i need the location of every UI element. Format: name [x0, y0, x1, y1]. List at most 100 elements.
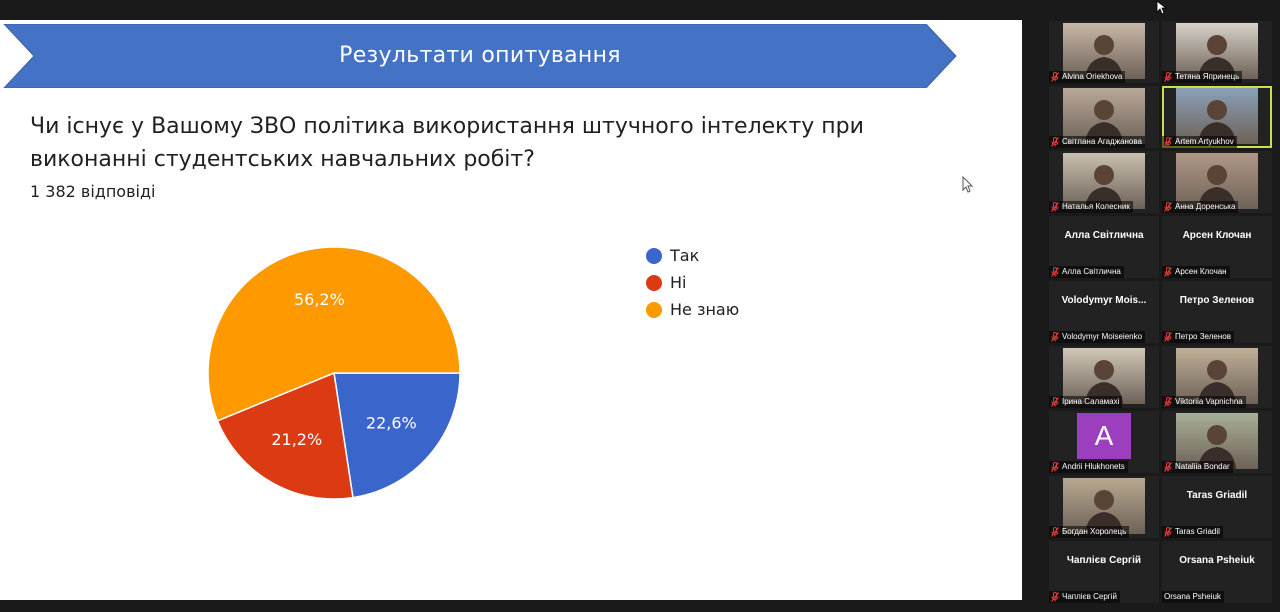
muted-mic-icon: [1164, 72, 1172, 82]
participant-name: Чаплієв Сергій: [1062, 592, 1117, 601]
muted-mic-icon: [1051, 462, 1059, 472]
muted-mic-icon: [1051, 72, 1059, 82]
participant-tile[interactable]: Арсен Клочан Арсен Клочан: [1162, 216, 1272, 278]
participant-name: Taras Griadil: [1175, 527, 1220, 536]
participant-name-caption: Богдан Хоролець: [1049, 526, 1130, 538]
participant-name: Orsana Psheiuk: [1164, 592, 1221, 601]
legend-item: Не знаю: [646, 296, 739, 323]
muted-mic-icon: [1164, 267, 1172, 277]
shared-slide: Результати опитування Чи існує у Вашому …: [0, 20, 1022, 600]
pie-slice-2: [216, 371, 354, 500]
participant-tile[interactable]: A Andrii Hlukhonets: [1049, 411, 1159, 473]
participant-video: [1176, 153, 1258, 209]
participant-tile[interactable]: Nataliia Bondar: [1162, 411, 1272, 473]
muted-mic-icon: [1164, 462, 1172, 472]
participant-display-name: Алла Світлична: [1064, 230, 1144, 241]
participant-name-caption: Тетяна Япринець: [1162, 71, 1243, 83]
participant-display-name: Taras Griadil: [1186, 490, 1248, 501]
participant-name: Alvina Oriekhova: [1062, 72, 1123, 81]
participant-name-caption: Арсен Клочан: [1162, 266, 1230, 278]
legend-label: Не знаю: [670, 300, 740, 319]
participant-tile[interactable]: Volodymyr Mois... Volodymyr Moiseienko: [1049, 281, 1159, 343]
muted-mic-icon: [1051, 592, 1059, 602]
participant-tile[interactable]: Петро Зеленов Петро Зеленов: [1162, 281, 1272, 343]
participant-video: [1176, 23, 1258, 79]
participant-name-caption: Nataliia Bondar: [1162, 461, 1233, 473]
participant-name: Volodymyr Moiseienko: [1062, 332, 1143, 341]
slide-title: Результати опитування: [339, 43, 621, 68]
muted-mic-icon: [1051, 527, 1059, 537]
survey-question: Чи існує у Вашому ЗВО політика використа…: [30, 114, 864, 172]
mouse-cursor-icon: [1156, 0, 1168, 15]
participant-tile[interactable]: Orsana Psheiuk Orsana Psheiuk: [1162, 541, 1272, 603]
mouse-cursor-icon: [962, 176, 974, 193]
legend-swatch: [646, 247, 662, 264]
muted-mic-icon: [1164, 137, 1172, 147]
participant-name: Петро Зеленов: [1175, 332, 1231, 341]
participant-name: Богдан Хоролець: [1062, 527, 1127, 536]
participant-tile[interactable]: Анна Доренська: [1162, 151, 1272, 213]
legend-item: Так: [646, 242, 739, 269]
participant-tile[interactable]: Богдан Хоролець: [1049, 476, 1159, 538]
legend-label: Ні: [670, 273, 687, 292]
muted-mic-icon: [1164, 332, 1172, 342]
participant-name-caption: Петро Зеленов: [1162, 331, 1234, 343]
participant-name-caption: Світлана Агаджанова: [1049, 136, 1145, 148]
muted-mic-icon: [1051, 267, 1059, 277]
participant-tile[interactable]: Alvina Oriekhova: [1049, 21, 1159, 83]
participant-video: [1063, 478, 1145, 534]
participant-tile[interactable]: Чаплієв Сергій Чаплієв Сергій: [1049, 541, 1159, 603]
participant-video: [1063, 23, 1145, 79]
participant-tile[interactable]: Taras Griadil Taras Griadil: [1162, 476, 1272, 538]
participant-name-caption: Алла Світлична: [1049, 266, 1124, 278]
participant-tile[interactable]: Тетяна Япринець: [1162, 21, 1272, 83]
muted-mic-icon: [1051, 137, 1059, 147]
muted-mic-icon: [1051, 202, 1059, 212]
participant-name-caption: Анна Доренська: [1162, 201, 1239, 213]
participant-name: Наталья Колесник: [1062, 202, 1130, 211]
participant-display-name: Orsana Psheiuk: [1179, 555, 1255, 566]
participant-tile[interactable]: Artem Artyukhov: [1162, 86, 1272, 148]
participant-name-caption: Чаплієв Сергій: [1049, 591, 1120, 603]
participant-video: [1176, 348, 1258, 404]
participant-name-caption: Taras Griadil: [1162, 526, 1223, 538]
legend-swatch: [646, 274, 662, 291]
participant-tile[interactable]: Ірина Саламахі: [1049, 346, 1159, 408]
slide-banner: Результати опитування: [0, 24, 960, 88]
participant-display-name: Volodymyr Mois...: [1061, 295, 1147, 306]
participant-tile[interactable]: Наталья Колесник: [1049, 151, 1159, 213]
response-count: 1 382 відповіді: [30, 182, 156, 201]
participant-name: Анна Доренська: [1175, 202, 1236, 211]
participant-name-caption: Ірина Саламахі: [1049, 396, 1123, 408]
muted-mic-icon: [1164, 527, 1172, 537]
pie-slice-3: [207, 246, 461, 422]
chart-legend: Так Ні Не знаю: [646, 242, 739, 323]
participant-name-caption: Наталья Колесник: [1049, 201, 1133, 213]
banner-arrow-shape: [3, 24, 957, 88]
pie-slice-label: 21,2%: [271, 430, 322, 449]
participant-tile[interactable]: Viktoriia Vapnichna: [1162, 346, 1272, 408]
participant-name: Artem Artyukhov: [1175, 137, 1234, 146]
pie-slice-1: [333, 372, 461, 499]
participant-name: Ірина Саламахі: [1062, 397, 1120, 406]
participant-name-caption: Viktoriia Vapnichna: [1162, 396, 1246, 408]
muted-mic-icon: [1051, 332, 1059, 342]
participant-video: [1063, 153, 1145, 209]
participant-name-caption: Orsana Psheiuk: [1162, 591, 1224, 603]
participant-tile[interactable]: Алла Світлична Алла Світлична: [1049, 216, 1159, 278]
participant-name-caption: Artem Artyukhov: [1162, 136, 1237, 148]
participant-name-caption: Alvina Oriekhova: [1049, 71, 1126, 83]
participant-tile[interactable]: Світлана Агаджанова: [1049, 86, 1159, 148]
pie-slice-label: 56,2%: [294, 290, 345, 309]
muted-mic-icon: [1164, 202, 1172, 212]
participant-name: Viktoriia Vapnichna: [1175, 397, 1243, 406]
participant-name: Nataliia Bondar: [1175, 462, 1230, 471]
legend-swatch: [646, 301, 662, 318]
pie-slice-label: 22,6%: [366, 413, 417, 432]
participant-name: Andrii Hlukhonets: [1062, 462, 1125, 471]
avatar: A: [1077, 413, 1131, 459]
participant-display-name: Арсен Клочан: [1182, 230, 1252, 241]
participant-name: Алла Світлична: [1062, 267, 1121, 276]
muted-mic-icon: [1051, 397, 1059, 407]
participant-name: Тетяна Япринець: [1175, 72, 1240, 81]
